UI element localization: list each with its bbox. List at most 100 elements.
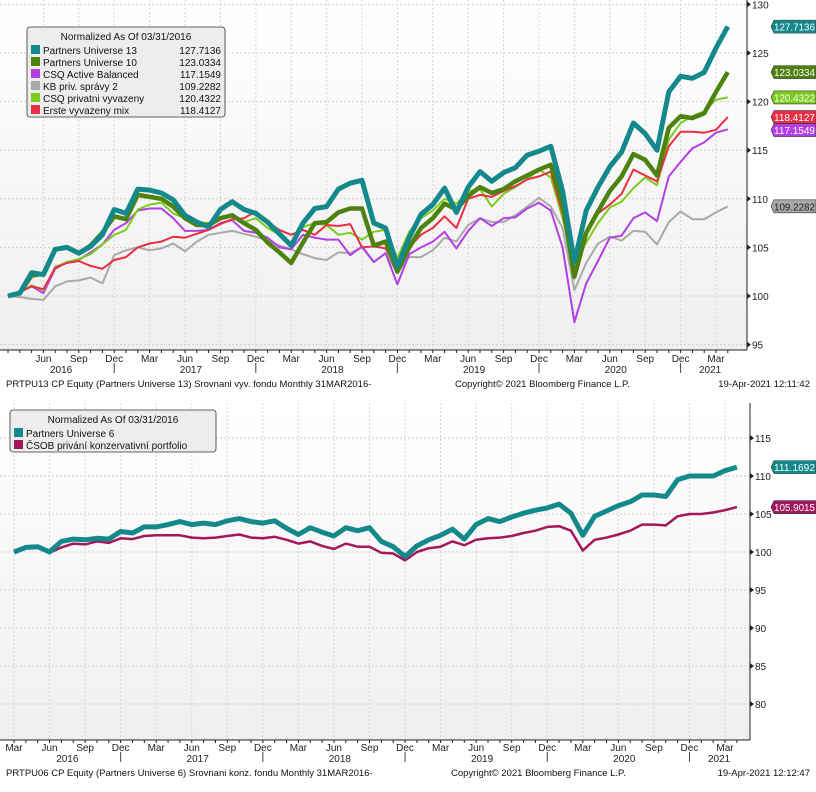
value-label-text: 127.7136 <box>774 23 815 34</box>
x-tick-label: Dec <box>396 743 414 754</box>
x-tick-label: Jun <box>184 743 200 754</box>
x-year-label: 2017 <box>180 365 203 376</box>
x-tick-label: Dec <box>247 354 265 365</box>
last-value-label: 120.4322 <box>770 90 816 105</box>
series-line-partners-universe-6 <box>13 464 738 560</box>
x-tick-label: Mar <box>148 743 166 754</box>
y-tick-mark <box>747 293 751 299</box>
value-label-badge <box>770 90 816 105</box>
legend: Normalized As Of 03/31/2016 Partners Univ… <box>26 26 226 118</box>
x-tick-label: Sep <box>76 743 94 754</box>
x-tick-label: Dec <box>672 354 690 365</box>
x-tick-label: Jun <box>319 354 335 365</box>
y-tick-mark <box>747 50 751 56</box>
legend: Normalized As Of 03/31/2016 Partners Univ… <box>9 409 217 453</box>
value-label-badge <box>770 460 816 474</box>
x-year-label: 2018 <box>321 365 344 376</box>
legend-box <box>26 26 226 118</box>
x-tick-label: Jun <box>41 743 57 754</box>
x-tick-label: Mar <box>290 743 308 754</box>
chart-partners-universe-6: 80 85 90 95 100 105 110 115 Mar Jun Sep Dec Mar Jun Se… <box>0 403 816 779</box>
legend-item: CSQ privatni vyvazeny 120.4322 <box>31 93 221 105</box>
x-tick-label: Dec <box>254 743 272 754</box>
legend-swatch <box>31 93 40 102</box>
series-line--sob-priv-n-konzervativn-portfolio <box>13 505 738 562</box>
y-tick-mark <box>750 435 754 441</box>
legend-item: KB priv. správy 2 109.2282 <box>31 81 221 93</box>
value-label-badge <box>770 19 816 34</box>
legend-item: Partners Universe 6 <box>14 428 115 440</box>
value-label-text: 109.2282 <box>774 202 815 213</box>
x-tick-label: Dec <box>530 354 548 365</box>
y-tick-label: 100 <box>755 548 772 559</box>
footer-security-description: PRTPU13 CP Equity (Partners Universe 13)… <box>6 379 371 390</box>
y-tick-label: 115 <box>752 146 768 157</box>
y-tick-label: 110 <box>752 195 768 206</box>
legend-series-name: KB priv. správy 2 <box>43 82 118 93</box>
legend-item: Partners Universe 10 123.0334 <box>31 57 221 69</box>
y-tick-mark <box>750 701 754 707</box>
y-tick-label: 85 <box>755 662 767 673</box>
legend-series-value: 117.1549 <box>180 70 221 81</box>
legend-series-value: 123.0334 <box>179 58 221 69</box>
legend-series-value: 118.4127 <box>180 106 221 117</box>
x-tick-label: Mar <box>566 354 584 365</box>
x-tick-label: Jun <box>602 354 618 365</box>
legend-series-name: Erste vyvazeny mix <box>43 106 129 117</box>
value-label-badge <box>770 110 816 124</box>
series-line-csq-privatni-vyvazeny <box>7 96 728 297</box>
x-year-label: 2019 <box>463 365 486 376</box>
legend-swatch <box>31 81 40 90</box>
x-tick-label: Mar <box>141 354 159 365</box>
legend-series-name: CSQ privatni vyvazeny <box>43 94 144 105</box>
footer-security-description: PRTPU06 CP Equity (Partners Universe 6) … <box>6 768 373 779</box>
footer-copyright: Copyright© 2021 Bloomberg Finance L.P. <box>451 768 626 779</box>
legend-box <box>9 409 217 453</box>
x-tick-label: Jun <box>177 354 193 365</box>
footer-timestamp: 19-Apr-2021 12:11:42 <box>718 379 810 390</box>
y-tick-label: 95 <box>755 586 767 597</box>
x-tick-label: Mar <box>283 354 301 365</box>
legend-title: Normalized As Of 03/31/2016 <box>61 32 192 43</box>
series-line-erste-vyvazeny-mix <box>7 116 729 297</box>
y-tick-label: 110 <box>755 472 771 483</box>
legend-series-value: 120.4322 <box>179 94 221 105</box>
x-tick-label: Sep <box>645 743 663 754</box>
last-value-label: 117.1549 <box>770 123 816 137</box>
x-year-label: 2018 <box>329 754 352 765</box>
y-tick-mark <box>750 473 754 479</box>
footer-copyright: Copyright© 2021 Bloomberg Finance L.P. <box>455 379 630 390</box>
value-label-text: 120.4322 <box>774 93 815 104</box>
x-tick-label: Jun <box>326 743 342 754</box>
series-line-csq-active-balanced <box>7 128 729 324</box>
x-tick-label: Dec <box>389 354 407 365</box>
x-year-label: 2021 <box>699 365 722 376</box>
value-label-text: 118.4127 <box>774 113 815 124</box>
x-tick-label: Dec <box>681 743 699 754</box>
value-label-text: 111.1692 <box>774 463 815 474</box>
x-tick-label: Dec <box>105 354 123 365</box>
y-tick-mark <box>747 1 751 8</box>
x-tick-label: Mar <box>716 743 734 754</box>
x-tick-label: Mar <box>432 743 450 754</box>
legend-item: CSQ Active Balanced 117.1549 <box>31 69 221 81</box>
x-tick-label: Jun <box>35 354 51 365</box>
x-tick-label: Mar <box>707 354 725 365</box>
series-line-partners-universe-13 <box>7 25 730 299</box>
last-value-label: 123.0334 <box>770 65 816 79</box>
last-value-label: 105.9015 <box>770 500 816 514</box>
x-tick-label: Sep <box>218 743 236 754</box>
x-year-label: 2016 <box>56 754 79 765</box>
value-label-badge <box>770 123 816 137</box>
legend-series-name: Partners Universe 6 <box>26 429 115 440</box>
y-tick-mark <box>750 587 754 593</box>
x-tick-label: Mar <box>5 743 23 754</box>
x-tick-label: Mar <box>424 354 442 365</box>
legend-swatch <box>31 57 40 66</box>
x-year-label: 2016 <box>50 365 73 376</box>
y-tick-label: 105 <box>755 510 772 521</box>
y-tick-label: 125 <box>752 49 769 60</box>
y-tick-label: 95 <box>752 341 764 352</box>
x-tick-label: Dec <box>538 743 556 754</box>
